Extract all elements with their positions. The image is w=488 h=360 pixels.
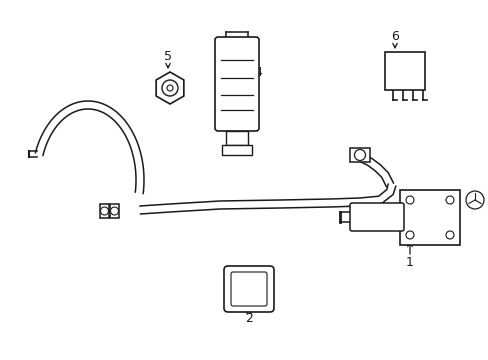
Bar bbox=[349, 148, 369, 162]
Text: 5: 5 bbox=[163, 50, 172, 63]
Circle shape bbox=[465, 191, 483, 209]
Circle shape bbox=[405, 196, 413, 204]
Polygon shape bbox=[156, 72, 183, 104]
Bar bbox=[399, 190, 459, 245]
FancyBboxPatch shape bbox=[349, 203, 403, 231]
Circle shape bbox=[354, 149, 365, 161]
FancyBboxPatch shape bbox=[224, 266, 273, 312]
Circle shape bbox=[110, 207, 118, 215]
Text: 3: 3 bbox=[244, 284, 252, 297]
Text: 2: 2 bbox=[244, 311, 252, 324]
FancyBboxPatch shape bbox=[230, 272, 266, 306]
Circle shape bbox=[162, 80, 178, 96]
Circle shape bbox=[445, 196, 453, 204]
FancyBboxPatch shape bbox=[215, 37, 259, 131]
Circle shape bbox=[101, 207, 108, 215]
Text: 4: 4 bbox=[254, 66, 262, 78]
Circle shape bbox=[405, 231, 413, 239]
Bar bbox=[110, 204, 119, 218]
Bar bbox=[222, 145, 251, 155]
Text: 1: 1 bbox=[405, 256, 413, 269]
Circle shape bbox=[445, 231, 453, 239]
Bar bbox=[384, 52, 424, 90]
Text: 6: 6 bbox=[390, 31, 398, 44]
Circle shape bbox=[167, 85, 173, 91]
Bar bbox=[225, 131, 247, 145]
Bar bbox=[100, 204, 109, 218]
